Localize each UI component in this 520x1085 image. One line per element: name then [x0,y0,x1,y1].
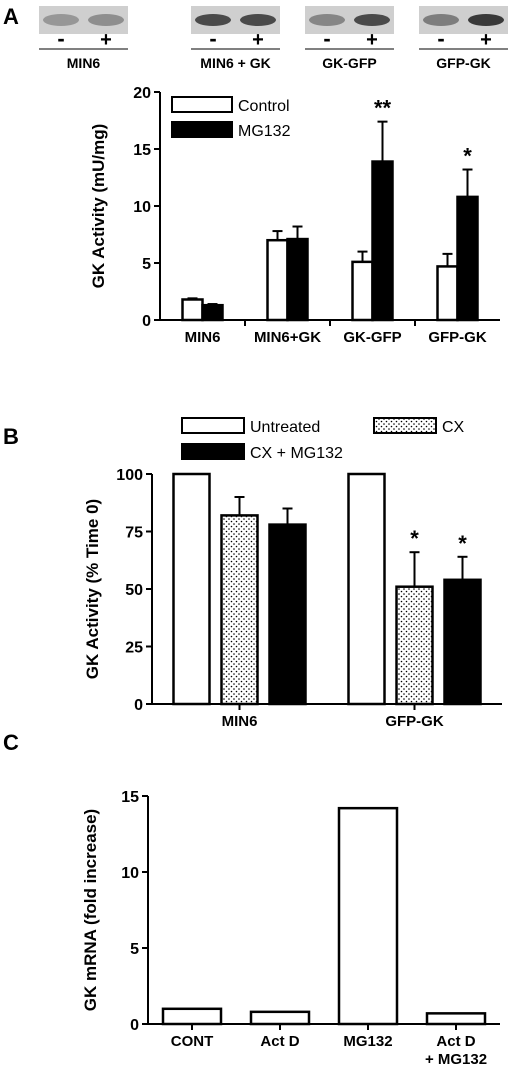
y-tick-label: 10 [121,865,139,882]
blot-lane-label: GFP-GK [436,55,490,71]
blot-minus-label: - [323,26,330,51]
blot-plus-label: + [100,29,112,51]
legend-label: Control [238,98,290,115]
blot-band [354,14,390,26]
legend-swatch [171,121,233,138]
blot-plus-label: + [480,29,492,51]
y-tick-label: 100 [116,467,143,484]
x-tick-label: MG132 [343,1033,392,1050]
x-tick-label: Act D [260,1033,299,1050]
panel-c-letter: C [3,730,19,755]
y-tick-label: 0 [130,1017,139,1034]
y-tick-label: 0 [142,313,151,330]
bar [172,472,211,706]
legend-label: CX [442,419,465,436]
y-tick-label: 5 [142,256,151,273]
chart-panel-a: 0 5 10 15 20 GK Activity (mU/mg) MIN6 MIN6+GK GK… [89,85,500,346]
chart-panel-c: 0 5 10 15 GK mRNA (fold increase) CONT Act D MG… [81,789,500,1068]
panel-a-letter: A [3,4,19,29]
bar [436,265,459,322]
blot-minus-label: - [437,26,444,51]
chart-panel-b: 0 25 50 75 100 GK Activity (% Time 0) MIN6 GFP-… [83,417,502,730]
blot-lane-label: MIN6 + GK [200,55,270,71]
blot-band [195,14,231,26]
y-tick-label: 75 [125,525,143,542]
y-axis-label: GK Activity (% Time 0) [83,499,102,679]
western-blot: - +MIN6- +MIN6 + GK- +GK-GFP- +GFP-GK [39,6,508,71]
y-tick-label: 10 [133,199,151,216]
bar [201,303,224,322]
y-axis-label: GK mRNA (fold increase) [81,809,100,1011]
y-tick-label: 25 [125,640,143,657]
bar [161,1007,223,1026]
bar [395,585,434,706]
blot-band [43,14,79,26]
x-tick-label: Act D [436,1033,475,1050]
bar [351,260,374,322]
bar [249,1010,311,1026]
blot-band [468,14,504,26]
x-tick-label: CONT [171,1033,214,1050]
x-tick-label: + MG132 [425,1051,487,1068]
legend-label: CX + MG132 [250,445,343,462]
significance-marker: * [463,144,472,169]
y-tick-label: 0 [134,697,143,714]
x-tick-label: MIN6+GK [254,329,321,346]
legend-label: Untreated [250,419,320,436]
y-tick-label: 5 [130,941,139,958]
legend-swatch [171,96,233,113]
bar [347,472,386,706]
panel-b-letter: B [3,424,19,449]
blot-minus-label: - [57,26,64,51]
x-tick-label: GFP-GK [385,713,443,730]
significance-marker: ** [374,96,392,121]
bar [220,514,259,706]
blot-plus-label: + [252,29,264,51]
bar [337,806,399,1026]
legend-label: MG132 [238,123,291,140]
legend-swatch [181,443,245,460]
significance-marker: * [410,526,419,551]
bar [425,1012,487,1026]
legend-swatch [181,417,245,434]
blot-band [423,14,459,26]
blot-band [88,14,124,26]
y-tick-label: 15 [133,142,151,159]
significance-marker: * [458,531,467,556]
blot-lane-label: GK-GFP [322,55,376,71]
y-axis-label: GK Activity (mU/mg) [89,124,108,289]
x-tick-label: MIN6 [185,329,221,346]
bar [268,523,307,706]
y-tick-label: 15 [121,789,139,806]
x-tick-label: GK-GFP [343,329,401,346]
bar [286,237,309,322]
bar [266,238,289,322]
x-tick-label: MIN6 [222,713,258,730]
x-tick-label: GFP-GK [428,329,486,346]
blot-plus-label: + [366,29,378,51]
blot-minus-label: - [209,26,216,51]
blot-band [309,14,345,26]
bar [443,578,482,706]
blot-band [240,14,276,26]
y-tick-label: 50 [125,582,143,599]
blot-lane-label: MIN6 [67,55,101,71]
y-tick-label: 20 [133,85,151,102]
bar [181,298,204,322]
bar [371,160,394,322]
bar [456,195,479,322]
legend-swatch [373,417,437,434]
